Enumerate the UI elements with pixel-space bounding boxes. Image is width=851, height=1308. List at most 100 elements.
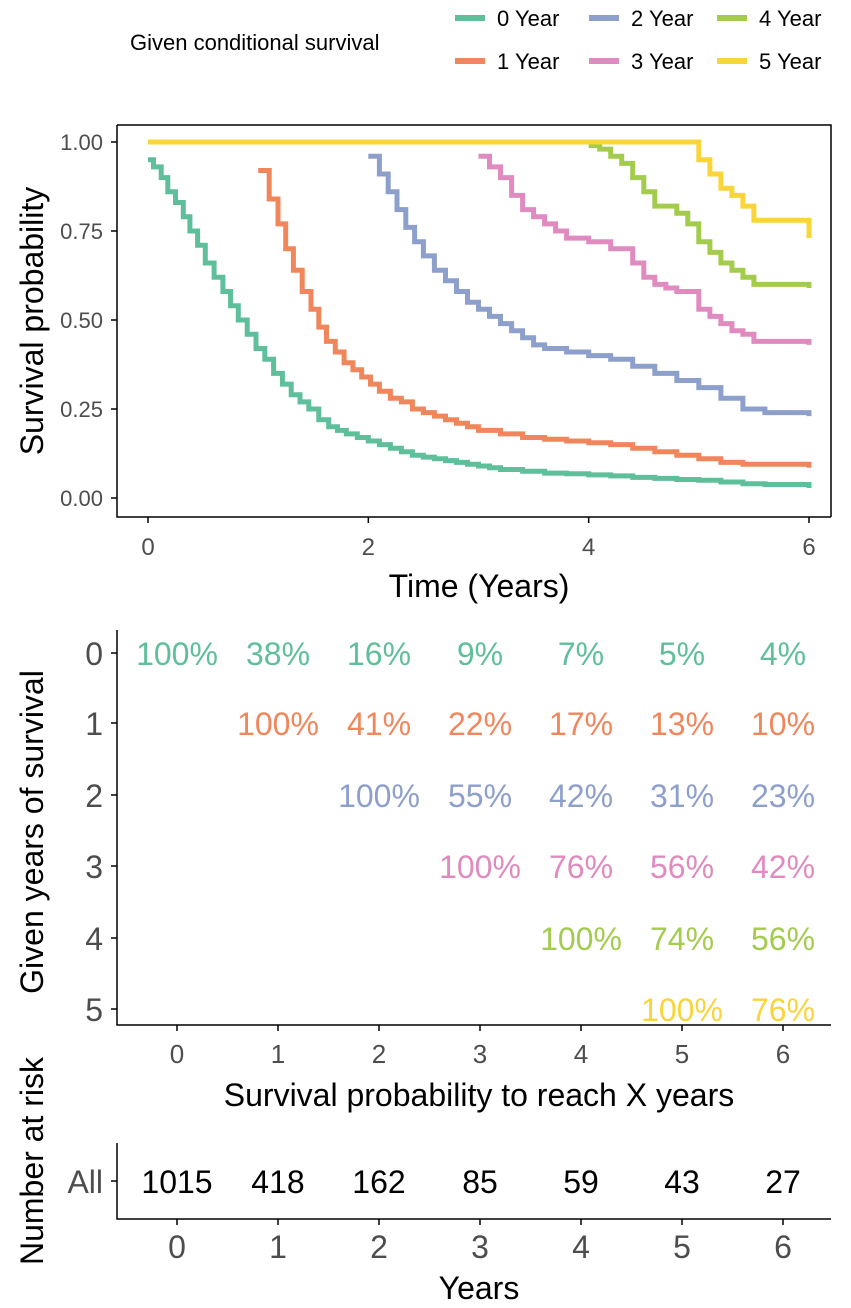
cond-cell: 76% (549, 849, 613, 885)
km-x-axis-title: Time (Years) (389, 568, 570, 604)
risk-cell: 59 (563, 1164, 599, 1200)
risk-col-label: 1 (269, 1229, 287, 1265)
legend-label: 4 Year (759, 6, 821, 31)
legend-entry-3-year: 3 Year (589, 49, 693, 74)
legend-label: 2 Year (631, 6, 693, 31)
km-series-group (148, 139, 812, 488)
cond-col-label: 1 (271, 1039, 285, 1069)
cond-row-label: 2 (85, 778, 103, 814)
legend-label: 3 Year (631, 49, 693, 74)
cond-cell: 56% (650, 849, 714, 885)
cond-cell: 9% (457, 636, 503, 672)
risk-cell: 43 (664, 1164, 700, 1200)
survival-curve-panel: 0.00 0.25 0.50 0.75 1.00 0 2 4 6 Time (Years) S… (14, 124, 832, 604)
conditional-survival-table: 0 1 2 3 4 5 0 1 2 3 4 5 6 100% 38% 16% 9% 7% 5% 4% 100% 41%… (14, 630, 831, 1113)
km-x-tick-label: 6 (802, 534, 815, 561)
cond-cell: 41% (347, 706, 411, 742)
legend-label: 0 Year (497, 6, 559, 31)
cond-row-label: 0 (85, 636, 103, 672)
legend-entries: 0 Year 1 Year 2 Year 3 Year 4 Year 5 Year (455, 6, 821, 74)
cond-cell: 74% (650, 921, 714, 957)
risk-y-axis-title: Number at risk (14, 1056, 50, 1265)
cond-cell: 55% (448, 778, 512, 814)
legend: Given conditional survival 0 Year 1 Year 2… (130, 6, 821, 74)
cond-col-label: 4 (574, 1039, 588, 1069)
cond-col-label: 5 (675, 1039, 689, 1069)
number-at-risk-table: All 0 1 2 3 4 5 6 1015 418 162 85 59 43 27 Years Num… (14, 1056, 831, 1306)
legend-label: 5 Year (759, 49, 821, 74)
cond-col-label: 2 (372, 1039, 386, 1069)
risk-row-label: All (67, 1164, 103, 1200)
cond-row-label: 3 (85, 849, 103, 885)
cond-cell: 13% (650, 706, 714, 742)
cond-col-label: 3 (473, 1039, 487, 1069)
cond-cell: 22% (448, 706, 512, 742)
cond-cell: 17% (549, 706, 613, 742)
risk-col-label: 5 (673, 1229, 691, 1265)
km-y-tick-label: 0.50 (60, 308, 103, 333)
cond-cell: 100% (439, 849, 521, 885)
cond-cells: 100% 38% 16% 9% 7% 5% 4% 100% 41% 22% 17% 13% 10% 100… (136, 636, 815, 1028)
legend-title: Given conditional survival (130, 30, 379, 55)
cond-cell: 10% (751, 706, 815, 742)
risk-col-label: 2 (370, 1229, 388, 1265)
km-y-tick-label: 0.25 (60, 397, 103, 422)
risk-cells: 1015 418 162 85 59 43 27 (141, 1164, 800, 1200)
cond-cell: 56% (751, 921, 815, 957)
km-axis-top-right (117, 124, 832, 517)
risk-x-axis-title: Years (439, 1270, 520, 1306)
cond-y-axis-title: Given years of survival (14, 670, 50, 994)
cond-cell: 4% (760, 636, 806, 672)
km-curve-1-year (258, 168, 812, 468)
cond-cell: 100% (338, 778, 420, 814)
cond-x-axis-title: Survival probability to reach X years (224, 1077, 734, 1113)
risk-cell: 27 (765, 1164, 801, 1200)
risk-col-label: 0 (168, 1229, 186, 1265)
km-curve-2-year (368, 153, 812, 417)
km-y-tick-label: 0.00 (60, 486, 103, 511)
risk-col-label: 4 (572, 1229, 590, 1265)
cond-row-labels: 0 1 2 3 4 5 (85, 636, 117, 1028)
km-curve-5-year (148, 139, 812, 239)
legend-entry-0-year: 0 Year (455, 6, 559, 31)
legend-entry-4-year: 4 Year (717, 6, 821, 31)
risk-col-label: 3 (471, 1229, 489, 1265)
cond-row-label: 5 (85, 992, 103, 1028)
cond-col-label: 6 (776, 1039, 790, 1069)
cond-cell: 7% (558, 636, 604, 672)
risk-cell: 162 (352, 1164, 405, 1200)
risk-cell: 85 (462, 1164, 498, 1200)
cond-cell: 100% (237, 706, 319, 742)
km-y-tick-label: 1.00 (60, 130, 103, 155)
cond-col-label: 0 (170, 1039, 184, 1069)
legend-entry-1-year: 1 Year (455, 49, 559, 74)
cond-axis-lines (116, 630, 831, 1026)
cond-cell: 23% (751, 778, 815, 814)
cond-cell: 100% (641, 992, 723, 1028)
km-x-ticks: 0 2 4 6 (141, 517, 816, 561)
cond-cell: 38% (246, 636, 310, 672)
cond-cell: 42% (751, 849, 815, 885)
cond-row-label: 4 (85, 921, 103, 957)
legend-label: 1 Year (497, 49, 559, 74)
cond-cell: 42% (549, 778, 613, 814)
km-x-tick-label: 4 (582, 534, 595, 561)
cond-cell: 76% (751, 992, 815, 1028)
km-y-ticks: 0.00 0.25 0.50 0.75 1.00 (60, 130, 117, 511)
cond-row-label: 1 (85, 706, 103, 742)
legend-entry-5-year: 5 Year (717, 49, 821, 74)
risk-cell: 418 (251, 1164, 304, 1200)
km-curve-0-year (148, 157, 812, 488)
risk-col-label: 6 (774, 1229, 792, 1265)
km-curve-4-year (588, 143, 812, 288)
cond-cell: 100% (136, 636, 218, 672)
cond-cell: 16% (347, 636, 411, 672)
km-curve-3-year (478, 153, 812, 345)
risk-column-ticks: 0 1 2 3 4 5 6 (168, 1219, 792, 1265)
km-x-tick-label: 0 (141, 534, 154, 561)
cond-cell: 31% (650, 778, 714, 814)
cond-cell: 100% (540, 921, 622, 957)
km-axis-lines (116, 125, 831, 518)
risk-axis-lines (116, 1143, 831, 1220)
